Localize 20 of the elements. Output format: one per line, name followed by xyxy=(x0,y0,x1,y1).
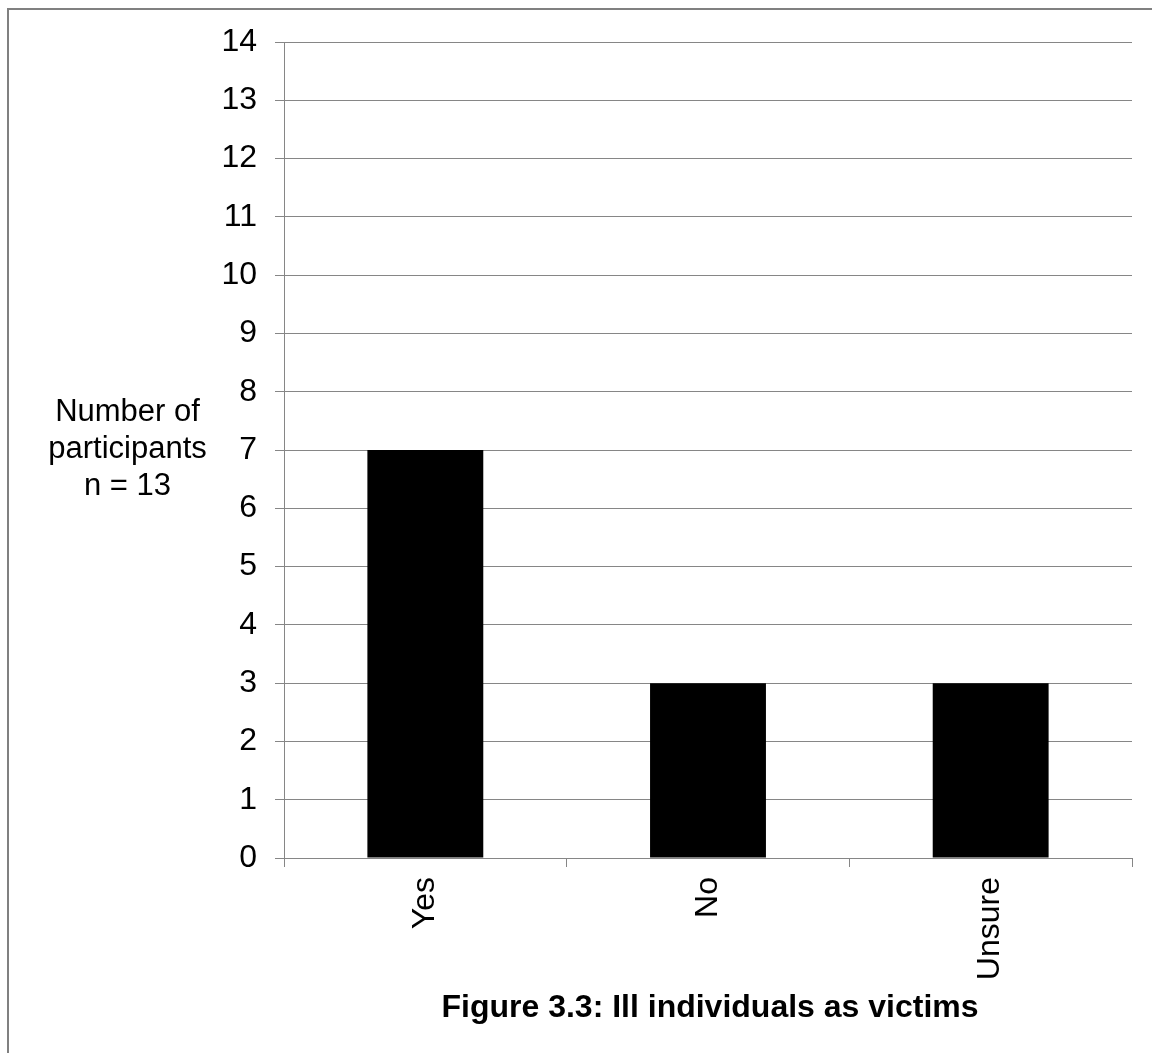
y-tick-label: 1 xyxy=(239,779,257,816)
y-tick-label: 13 xyxy=(221,80,257,117)
y-tick-label: 10 xyxy=(221,254,257,291)
y-tick-label: 14 xyxy=(221,21,257,58)
y-tick-label: 11 xyxy=(223,196,257,233)
x-tick-label: No xyxy=(687,877,724,918)
y-tick-label: 0 xyxy=(239,837,257,874)
y-tick-label: 7 xyxy=(239,429,257,466)
x-tick-label: Unsure xyxy=(970,877,1007,981)
y-tick-label: 2 xyxy=(239,721,257,758)
x-tick-label: Yes xyxy=(405,877,442,930)
y-tick-label: 6 xyxy=(239,488,257,525)
text: Figure 3.3: Ill individuals as victims xyxy=(440,988,980,1025)
y-tick-label: 8 xyxy=(239,371,257,408)
y-axis-title: Number of participants n = 13 xyxy=(47,392,208,503)
y-tick-label: 9 xyxy=(239,313,257,350)
y-tick-label: 4 xyxy=(239,604,257,641)
y-tick-label: 12 xyxy=(221,138,257,175)
y-tick-label: 3 xyxy=(239,662,257,699)
y-tick-label: 5 xyxy=(239,546,257,583)
